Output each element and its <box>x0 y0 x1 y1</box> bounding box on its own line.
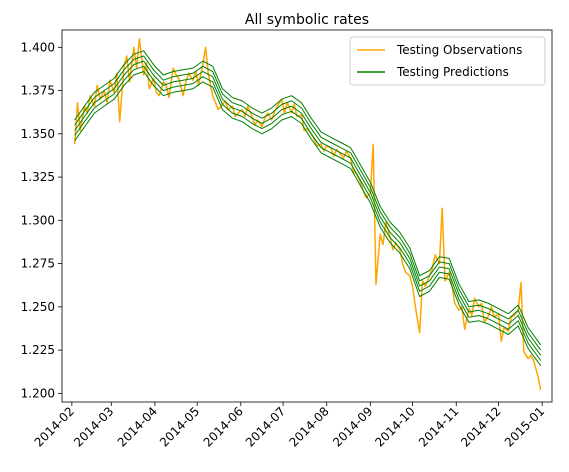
chart-title: All symbolic rates <box>245 12 369 28</box>
y-tick-label: 1.375 <box>21 84 55 98</box>
legend: Testing Observations Testing Predictions <box>349 36 546 86</box>
legend-label-observations: Testing Observations <box>396 43 522 57</box>
y-tick-label: 1.350 <box>21 127 55 141</box>
legend-frame <box>349 36 546 86</box>
plot-frame <box>61 29 553 403</box>
legend-label-predictions: Testing Predictions <box>396 65 509 79</box>
y-tick-label: 1.250 <box>21 300 55 314</box>
y-axis: 1.200 1.225 1.250 1.275 1.300 1.325 1.350 1.375… <box>21 40 62 400</box>
y-tick-label: 1.200 <box>21 386 55 400</box>
series-line-prediction-1 <box>74 65 542 361</box>
series-line-prediction-0 <box>74 71 542 366</box>
series-line-prediction-3 <box>74 55 542 351</box>
y-tick-label: 1.325 <box>21 170 55 184</box>
series-line-observations <box>73 37 542 391</box>
series-layer <box>73 37 542 391</box>
y-tick-label: 1.275 <box>21 257 55 271</box>
series-line-prediction-2 <box>74 60 542 356</box>
y-tick-label: 1.400 <box>21 40 55 54</box>
y-tick-label: 1.300 <box>21 213 55 227</box>
series-line-prediction-4 <box>74 50 542 346</box>
y-tick-label: 1.225 <box>21 343 55 357</box>
